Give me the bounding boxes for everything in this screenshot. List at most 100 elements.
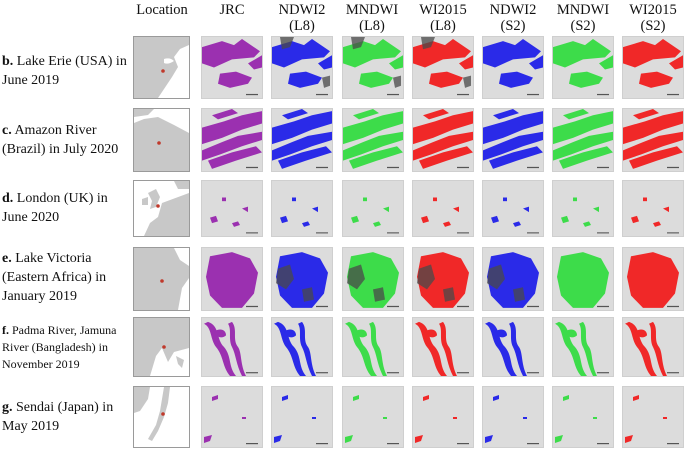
row-text: Lake Erie (USA) in June 2019	[2, 54, 127, 88]
scale-bar	[527, 166, 539, 169]
water-region	[282, 395, 288, 401]
column-header-wi2015-l8: WI2015 (L8)	[419, 2, 467, 34]
location-map-amazon-river	[133, 108, 190, 172]
scale-bar	[527, 232, 539, 234]
location-map-lake-victoria	[133, 247, 190, 311]
water-region	[312, 417, 316, 419]
row-letter: d.	[2, 191, 14, 206]
scale-bar	[457, 93, 469, 96]
water-region	[222, 197, 226, 202]
row-letter: e.	[2, 251, 12, 266]
water-map-tile-lake-erie-ndwi2-s2	[482, 36, 544, 99]
water-region	[429, 71, 463, 88]
water-region	[202, 111, 262, 145]
scale-bar	[527, 93, 539, 96]
water-region	[483, 131, 543, 161]
water-region	[288, 71, 322, 88]
water-region	[663, 206, 669, 213]
water-map-tile-sendai-mndwi-l8	[342, 386, 404, 448]
water-region	[212, 395, 218, 401]
water-map-tile-sendai-wi2015-l8	[412, 386, 474, 448]
scale-bar	[387, 93, 399, 96]
water-region	[353, 109, 379, 120]
scale-bar	[597, 166, 609, 169]
water-region	[242, 206, 248, 213]
row-text: Lake Victoria (Eastern Africa) in Januar…	[2, 251, 107, 304]
water-map-tile-padma-river-wi2015-s2	[622, 317, 684, 377]
water-region	[349, 146, 403, 169]
row-letter: c.	[2, 123, 12, 138]
water-region	[633, 109, 659, 120]
scale-bar	[316, 166, 328, 169]
water-region	[369, 321, 387, 376]
water-region	[419, 146, 473, 169]
water-region	[555, 321, 587, 376]
water-region	[272, 111, 332, 145]
water-region	[204, 321, 236, 376]
row-label-lake-erie: b. Lake Erie (USA) in June 2019	[2, 52, 132, 90]
water-region	[623, 131, 683, 161]
water-region	[523, 417, 527, 419]
water-region	[204, 435, 212, 443]
location-marker	[160, 279, 164, 283]
scale-bar	[457, 443, 469, 445]
water-region	[629, 146, 683, 169]
scale-bar	[527, 372, 539, 374]
water-region	[565, 329, 577, 338]
water-map-tile-sendai-mndwi-s2	[552, 386, 614, 448]
row-letter: b.	[2, 54, 14, 69]
water-region	[573, 197, 577, 202]
water-map-tile-amazon-river-jrc	[201, 108, 263, 172]
scale-bar	[667, 232, 679, 234]
water-map-tile-padma-river-wi2015-l8	[412, 317, 474, 377]
column-header-ndwi2-s2: NDWI2 (S2)	[489, 2, 537, 34]
water-region	[206, 252, 258, 308]
column-header-mndwi-s2: MNDWI (S2)	[556, 2, 610, 34]
water-map-tile-amazon-river-wi2015-l8	[412, 108, 474, 172]
water-map-tile-london-wi2015-l8	[412, 180, 474, 237]
row-letter: f.	[2, 323, 9, 337]
water-region	[553, 131, 613, 161]
water-region	[555, 435, 563, 443]
water-map-tile-sendai-ndwi2-l8	[271, 386, 333, 448]
location-marker	[162, 345, 166, 349]
row-text: Amazon River (Brazil) in July 2020	[2, 123, 119, 157]
water-region	[353, 395, 359, 401]
location-map-padma-river	[133, 317, 190, 377]
water-map-tile-amazon-river-mndwi-l8	[342, 108, 404, 172]
water-map-tile-padma-river-ndwi2-s2	[482, 317, 544, 377]
water-region	[599, 55, 613, 70]
scale-bar	[316, 232, 328, 234]
water-region	[593, 206, 599, 213]
water-region	[627, 252, 679, 308]
location-marker	[161, 69, 165, 73]
scale-bar	[667, 166, 679, 169]
water-region	[433, 197, 437, 202]
water-map-tile-padma-river-ndwi2-l8	[271, 317, 333, 377]
water-map-tile-lake-victoria-wi2015-l8	[412, 247, 474, 311]
cloud-shadow-region	[276, 264, 314, 302]
water-region	[421, 215, 429, 224]
scale-bar	[597, 232, 609, 234]
row-text: London (UK) in June 2020	[2, 191, 108, 225]
row-label-padma-river: f. Padma River, Jamuna River (Bangladesh…	[2, 322, 132, 373]
water-region	[649, 321, 667, 376]
water-region	[663, 417, 667, 419]
water-map-tile-sendai-wi2015-s2	[622, 386, 684, 448]
water-region	[635, 329, 647, 338]
water-region	[298, 321, 316, 376]
water-region	[359, 71, 393, 88]
water-map-tile-lake-victoria-wi2015-s2	[622, 247, 684, 311]
water-region	[653, 221, 661, 227]
water-region	[529, 55, 543, 70]
scale-bar	[457, 305, 469, 308]
scale-bar	[667, 305, 679, 308]
scale-bar	[667, 372, 679, 374]
water-region	[214, 329, 226, 338]
water-region	[415, 435, 423, 443]
water-region	[563, 395, 569, 401]
water-region	[242, 417, 246, 419]
column-header-mndwi-l8: MNDWI (L8)	[345, 2, 399, 34]
column-header-jrc: JRC	[219, 2, 245, 18]
water-region	[623, 111, 683, 145]
